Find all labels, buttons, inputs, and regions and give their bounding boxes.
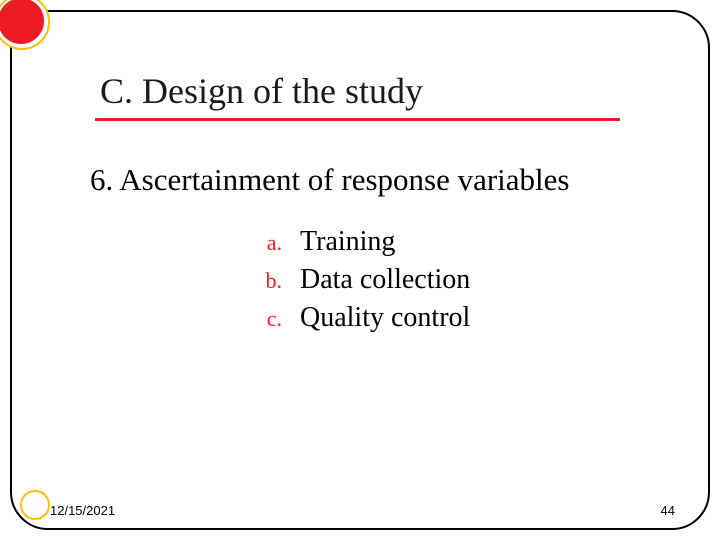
- item-list: a. Training b. Data collection c. Qualit…: [230, 226, 470, 340]
- list-marker: b.: [230, 268, 300, 294]
- list-text: Quality control: [300, 302, 470, 334]
- list-item: b. Data collection: [230, 264, 470, 296]
- list-text: Data collection: [300, 264, 470, 296]
- slide: C. Design of the study 6. Ascertainment …: [0, 0, 720, 540]
- list-text: Training: [300, 226, 395, 258]
- list-item: a. Training: [230, 226, 470, 258]
- footer-page-number: 44: [661, 503, 675, 518]
- slide-subtitle: 6. Ascertainment of response variables: [90, 162, 570, 198]
- list-marker: a.: [230, 230, 300, 256]
- title-underline: [95, 118, 620, 121]
- list-item: c. Quality control: [230, 302, 470, 334]
- corner-decoration-bottom: [20, 490, 50, 520]
- list-marker: c.: [230, 306, 300, 332]
- footer-date: 12/15/2021: [50, 503, 115, 518]
- slide-title: C. Design of the study: [100, 70, 423, 112]
